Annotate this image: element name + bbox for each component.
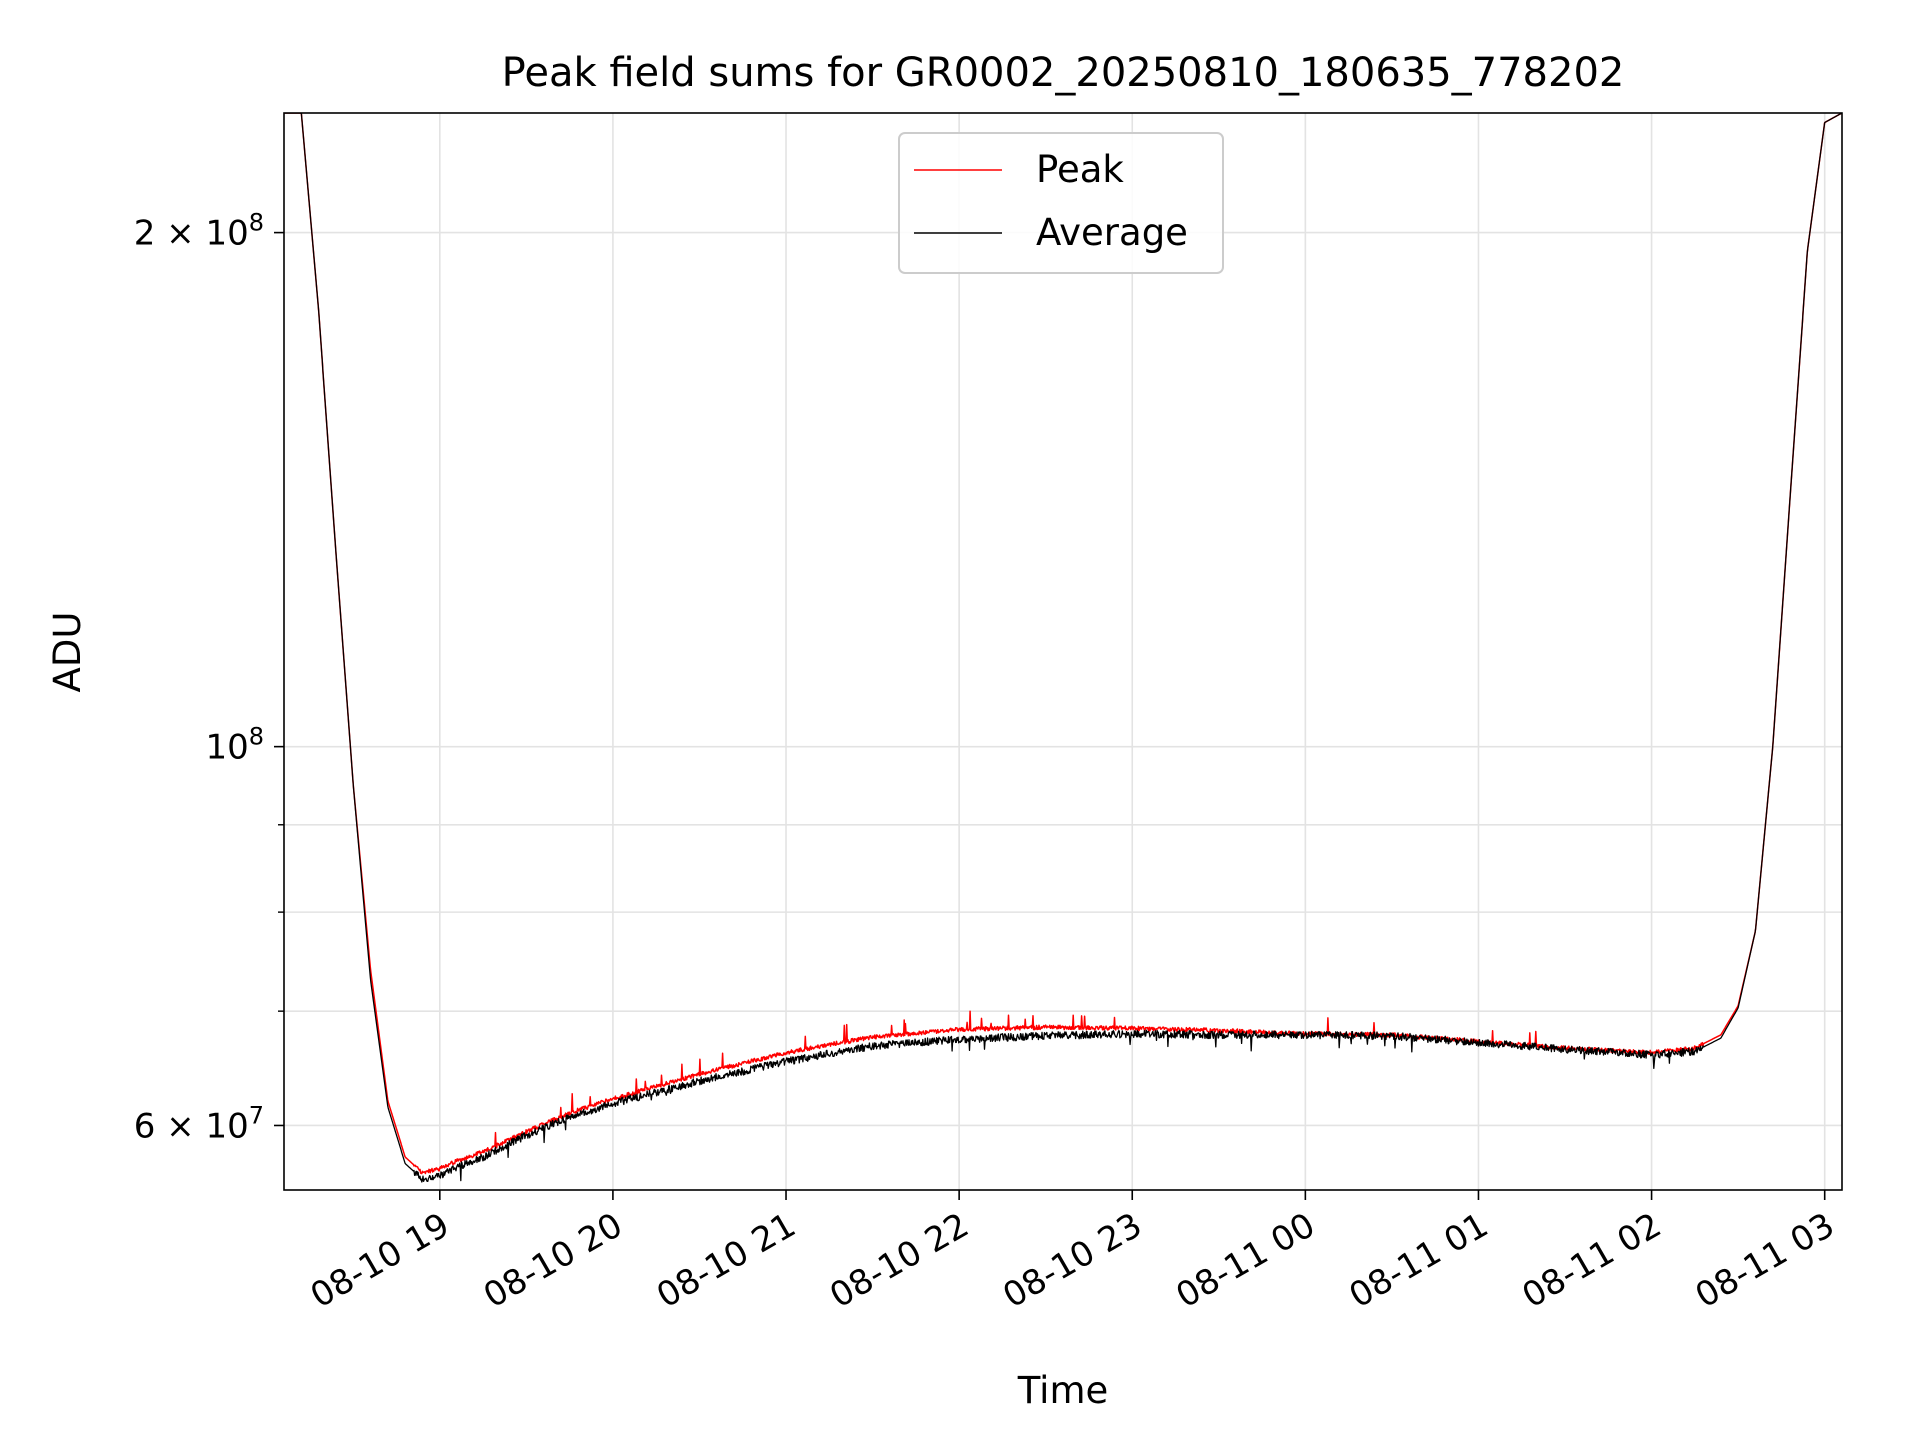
x-axis-label: Time: [1017, 1369, 1109, 1412]
legend-label-peak: Peak: [1036, 148, 1124, 191]
plot-frame: [283, 112, 1843, 1191]
legend: Peak Average: [898, 132, 1224, 274]
y-tick-label: 108: [205, 723, 264, 768]
y-axis-label: ADU: [46, 612, 89, 693]
chart-title: Peak field sums for GR0002_20250810_1806…: [502, 50, 1625, 96]
y-tick-label: 6 × 107: [134, 1101, 264, 1146]
legend-label-average: Average: [1036, 211, 1188, 254]
series-layer: [284, 113, 1842, 1183]
legend-box: [898, 132, 1224, 274]
grid-lines: [284, 113, 1842, 1190]
y-tick-label: 2 × 108: [134, 209, 264, 254]
series-line-average: [284, 113, 1842, 1183]
